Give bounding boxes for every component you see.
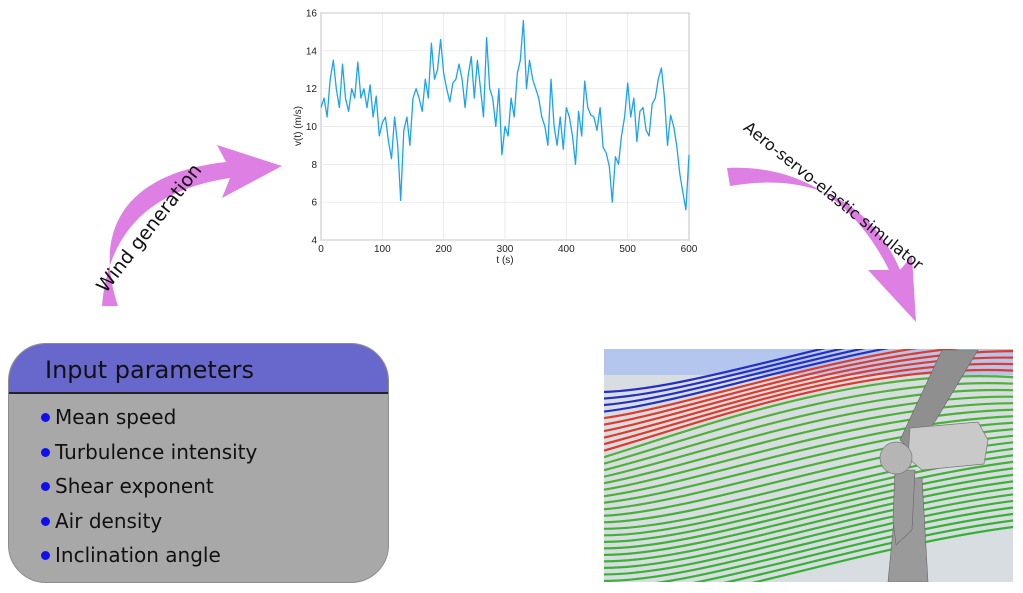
x-tick-label: 100 — [374, 244, 391, 255]
input-parameters-list: Mean speed Turbulence intensity Shear ex… — [9, 394, 388, 573]
streamline — [604, 493, 1013, 576]
parameter-label: Air density — [55, 508, 163, 533]
parameter-label: Turbulence intensity — [55, 439, 258, 464]
x-axis-label: t (s) — [496, 255, 513, 266]
bullet-icon — [41, 482, 50, 491]
y-tick-label: 4 — [311, 236, 317, 247]
streamline — [604, 402, 1013, 485]
streamline — [604, 349, 866, 407]
streamline — [604, 499, 1013, 582]
wind-speed-chart: 0 100 200 300 400 500 600 4 6 8 10 12 14 16 t (s) v(t… — [293, 9, 698, 267]
streamline — [604, 349, 826, 394]
streamline — [604, 349, 919, 420]
simulator-label: Aero-servo-elastic simulator — [740, 118, 927, 275]
turbine-blade-icon — [892, 469, 916, 546]
list-item: Shear exponent — [39, 469, 388, 504]
y-tick-label: 12 — [306, 84, 318, 95]
parameter-label: Shear exponent — [55, 474, 214, 498]
chart-grid — [320, 12, 690, 241]
streamline — [604, 349, 890, 413]
y-tick-label: 6 — [311, 198, 317, 209]
x-tick-label: 0 — [318, 244, 324, 255]
streamline — [604, 473, 1013, 556]
turbine-hub-icon — [879, 441, 913, 475]
wind-generation-label: Wind generation — [92, 160, 206, 297]
wind-generation-arrow: Wind generation — [92, 145, 282, 306]
streamline — [604, 395, 1013, 478]
x-tick-label: 300 — [497, 244, 514, 255]
x-tick-label: 200 — [435, 244, 452, 255]
list-item: Air density — [39, 504, 388, 539]
turbine-simulation-image — [604, 349, 1013, 582]
bullet-icon — [41, 447, 50, 457]
y-tick-label: 14 — [306, 46, 318, 57]
list-item: Inclination angle — [39, 538, 388, 573]
streamline — [723, 519, 1013, 582]
input-parameters-title: Input parameters — [9, 344, 388, 394]
y-tick-label: 8 — [311, 160, 317, 171]
y-tick-label: 16 — [306, 9, 318, 20]
x-tick-label: 400 — [558, 244, 575, 255]
streamline — [604, 349, 845, 400]
bullet-icon — [41, 413, 50, 422]
streamline — [604, 467, 1013, 550]
chart-tick-labels: 0 100 200 300 400 500 600 4 6 8 10 12 14 16 — [306, 9, 698, 256]
x-tick-label: 500 — [619, 244, 636, 255]
right-curved-arrow-icon — [727, 167, 916, 322]
y-axis-label: v(t) (m/s) — [293, 106, 304, 146]
bullet-icon — [41, 551, 50, 560]
streamline — [604, 415, 1013, 498]
parameter-label: Mean speed — [55, 405, 177, 429]
left-curved-arrow-icon — [102, 145, 282, 306]
list-item: Turbulence intensity — [39, 435, 388, 470]
streamline — [604, 480, 1013, 563]
input-parameters-box: Input parameters Mean speed Turbulence i… — [8, 343, 389, 583]
streamline — [604, 408, 1013, 491]
y-tick-label: 10 — [306, 122, 318, 133]
list-item: Mean speed — [39, 400, 388, 435]
streamline — [604, 349, 961, 426]
streamline — [604, 460, 1013, 543]
parameter-label: Inclination angle — [55, 543, 221, 567]
streamline — [604, 486, 1013, 570]
streamline — [655, 506, 1013, 582]
turbine-nacelle-icon — [907, 421, 989, 471]
streamlines — [604, 349, 1013, 582]
simulator-arrow: Aero-servo-elastic simulator — [727, 118, 927, 322]
wind-speed-series-line — [320, 19, 690, 211]
x-tick-label: 600 — [681, 244, 698, 255]
bullet-icon — [41, 516, 50, 526]
streamline — [692, 512, 1013, 582]
streamline — [751, 525, 1013, 582]
